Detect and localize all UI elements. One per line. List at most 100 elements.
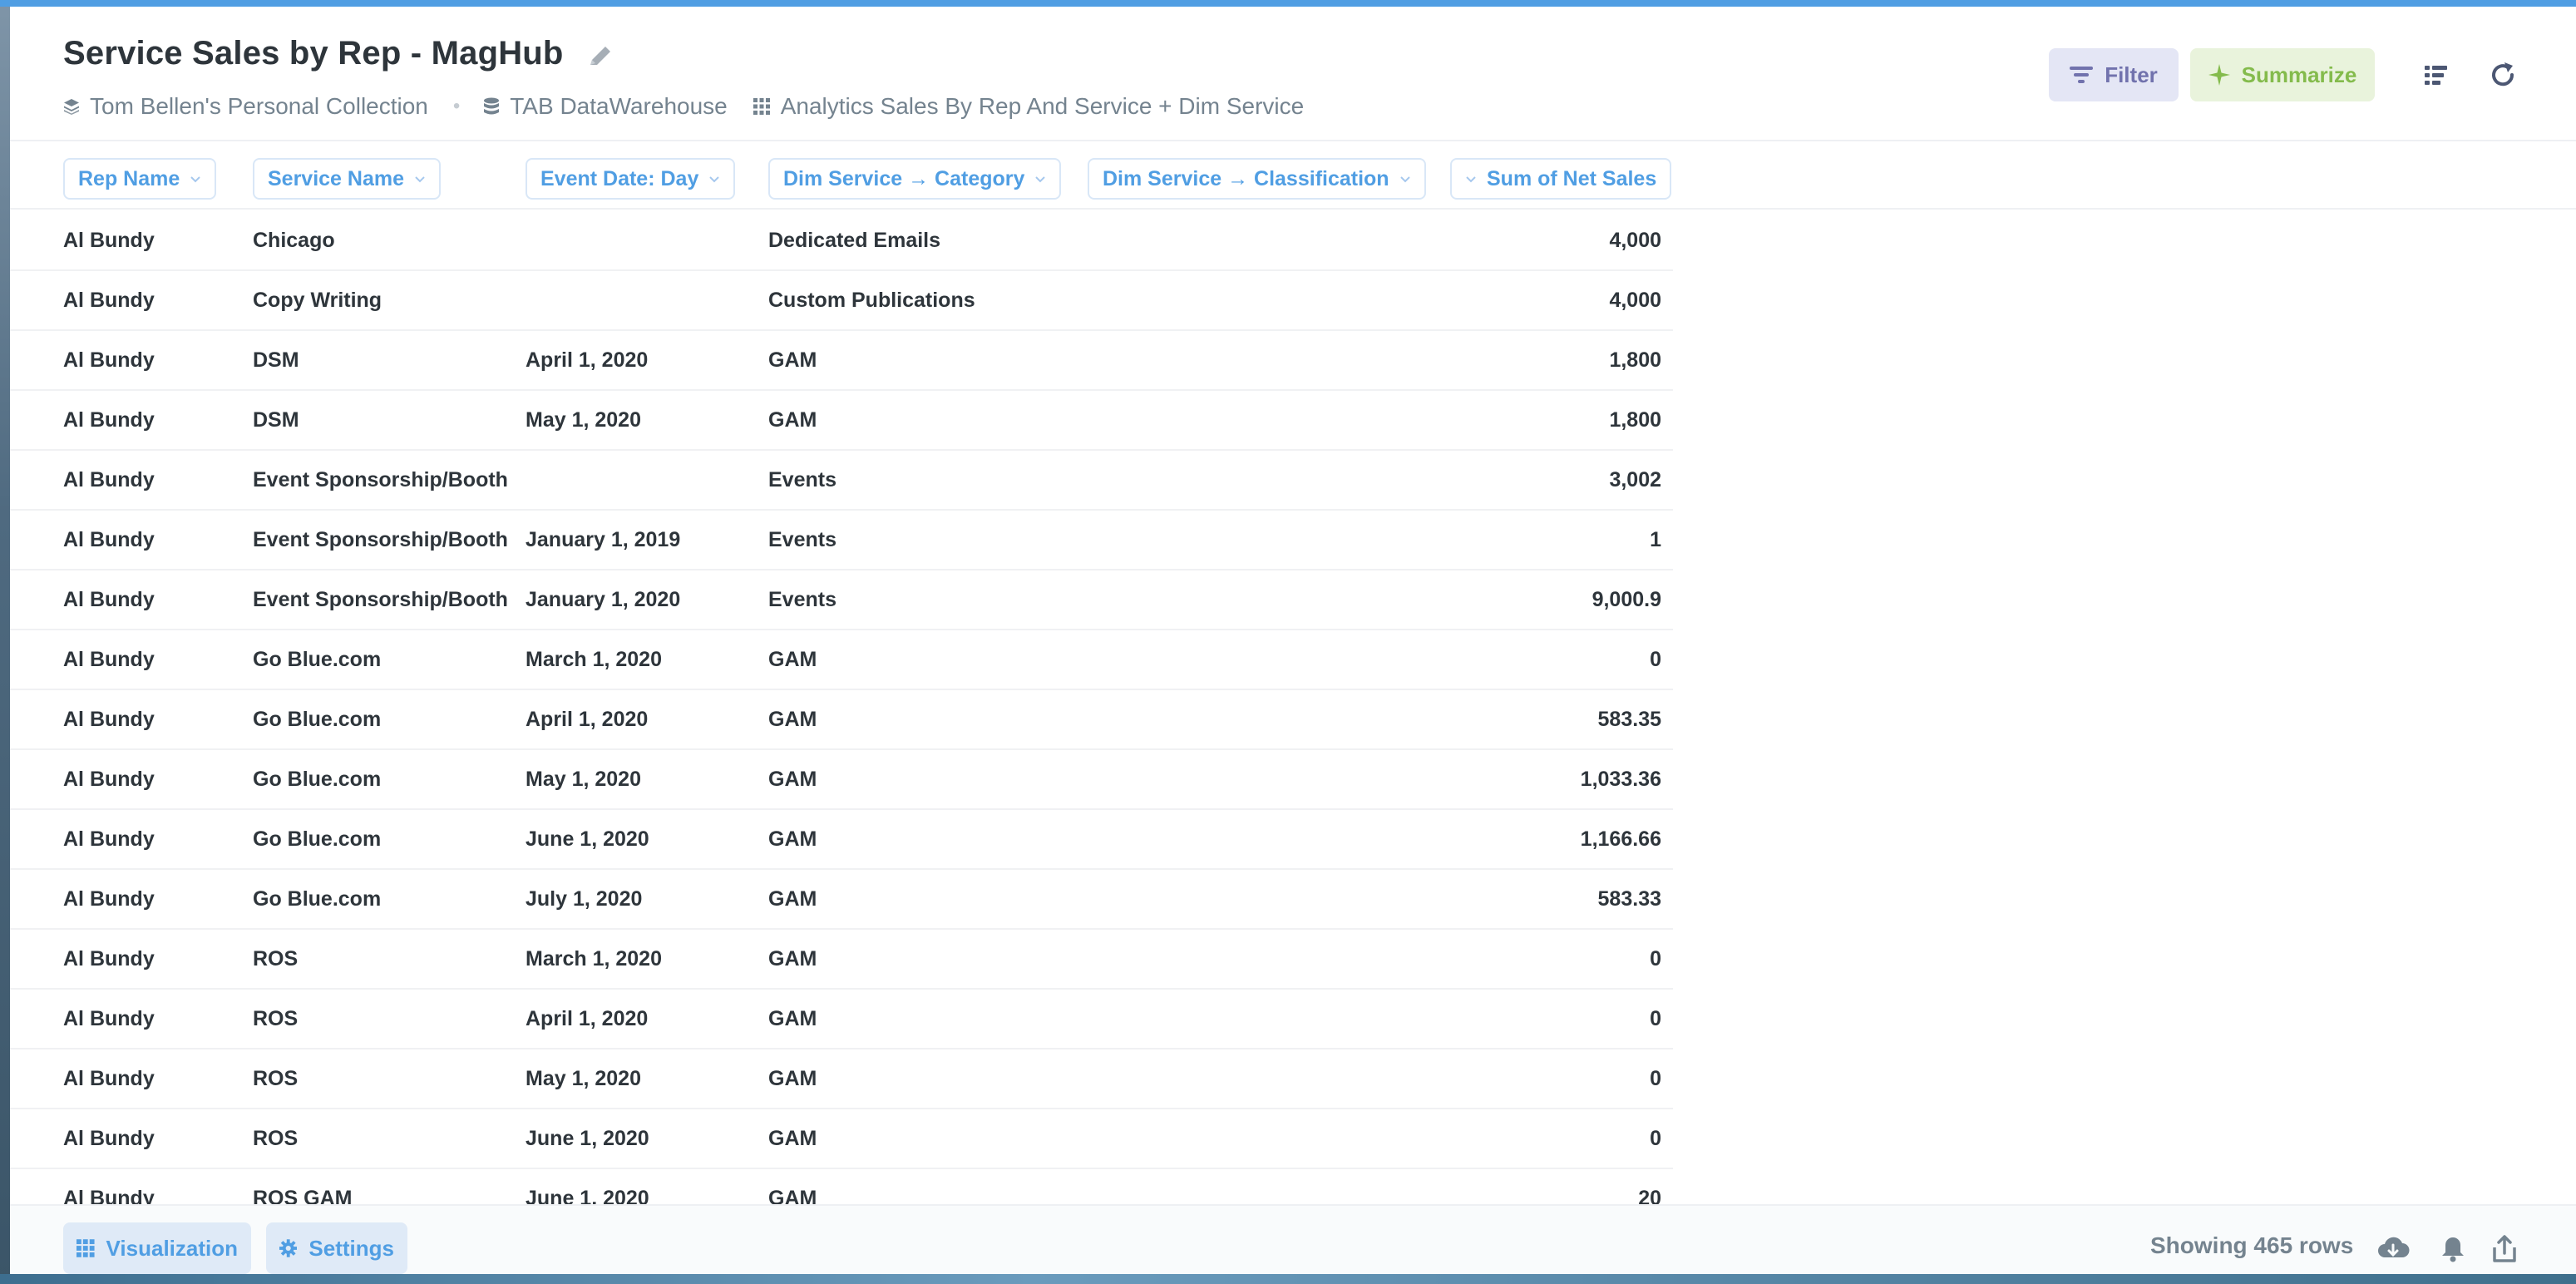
cell-service-name[interactable]: Event Sponsorship/Booth (253, 528, 508, 551)
cell-sum-net-sales[interactable]: 0 (1650, 648, 1661, 671)
cell-rep-name[interactable]: Al Bundy (63, 1007, 155, 1030)
bell-icon[interactable] (2436, 1232, 2470, 1266)
cell-rep-name[interactable]: Al Bundy (63, 408, 155, 432)
cell-rep-name[interactable]: Al Bundy (63, 528, 155, 551)
cell-rep-name[interactable]: Al Bundy (63, 588, 155, 611)
cell-category[interactable]: Events (768, 468, 836, 491)
cell-rep-name[interactable]: Al Bundy (63, 648, 155, 671)
cell-event-date[interactable]: April 1, 2020 (526, 708, 649, 731)
cell-category[interactable]: GAM (768, 708, 817, 731)
cell-sum-net-sales[interactable]: 583.35 (1597, 708, 1661, 731)
column-header-classification[interactable]: Dim Service → Classification (1088, 158, 1426, 200)
cell-category[interactable]: GAM (768, 1127, 817, 1150)
column-header-event-date[interactable]: Event Date: Day (526, 158, 736, 200)
breadcrumb-table[interactable]: Analytics Sales By Rep And Service + Dim… (753, 93, 1304, 120)
cell-event-date[interactable]: June 1, 2020 (526, 1127, 649, 1150)
cell-event-date[interactable]: January 1, 2019 (526, 528, 681, 551)
cell-service-name[interactable]: Go Blue.com (253, 708, 382, 731)
cell-service-name[interactable]: Go Blue.com (253, 827, 382, 851)
cell-service-name[interactable]: ROS (253, 1067, 299, 1090)
cell-sum-net-sales[interactable]: 1,166.66 (1580, 827, 1661, 851)
cell-sum-net-sales[interactable]: 1,800 (1609, 348, 1661, 372)
cell-event-date[interactable]: June 1, 2020 (526, 827, 649, 851)
breadcrumb-database[interactable]: TAB DataWarehouse (483, 93, 728, 120)
cell-event-date[interactable]: March 1, 2020 (526, 947, 662, 970)
column-header-rep-name[interactable]: Rep Name (63, 158, 217, 200)
cell-sum-net-sales[interactable]: 4,000 (1609, 229, 1661, 252)
cell-service-name[interactable]: ROS (253, 947, 299, 970)
cell-category[interactable]: GAM (768, 947, 817, 970)
cell-category[interactable]: GAM (768, 827, 817, 851)
cell-category[interactable]: GAM (768, 348, 817, 372)
cell-rep-name[interactable]: Al Bundy (63, 289, 155, 312)
cell-category[interactable]: GAM (768, 408, 817, 432)
filter-button[interactable]: Filter (2049, 48, 2179, 101)
column-header-sum-net-sales[interactable]: Sum of Net Sales (1450, 158, 1672, 200)
summarize-button[interactable]: Summarize (2190, 48, 2375, 101)
cell-sum-net-sales[interactable]: 1,800 (1609, 408, 1661, 432)
cell-rep-name[interactable]: Al Bundy (63, 887, 155, 911)
cell-service-name[interactable]: ROS (253, 1127, 299, 1150)
visualization-button[interactable]: Visualization (63, 1222, 251, 1274)
cell-sum-net-sales[interactable]: 0 (1650, 1007, 1661, 1030)
cell-event-date[interactable]: July 1, 2020 (526, 887, 643, 911)
cell-service-name[interactable]: Chicago (253, 229, 335, 252)
cell-category[interactable]: Dedicated Emails (768, 229, 941, 252)
notebook-icon[interactable] (2420, 58, 2453, 91)
cloud-download-icon[interactable] (2376, 1232, 2410, 1266)
cell-service-name[interactable]: Copy Writing (253, 289, 382, 312)
cell-sum-net-sales[interactable]: 1 (1650, 528, 1661, 551)
cell-event-date[interactable]: May 1, 2020 (526, 408, 641, 432)
pencil-icon[interactable] (584, 40, 617, 73)
settings-button[interactable]: Settings (266, 1222, 407, 1274)
settings-button-label: Settings (308, 1235, 394, 1261)
cell-sum-net-sales[interactable]: 0 (1650, 1067, 1661, 1090)
cell-sum-net-sales[interactable]: 3,002 (1609, 468, 1661, 491)
cell-rep-name[interactable]: Al Bundy (63, 827, 155, 851)
cell-sum-net-sales[interactable]: 583.33 (1597, 887, 1661, 911)
cell-service-name[interactable]: DSM (253, 348, 299, 372)
cell-category[interactable]: GAM (768, 887, 817, 911)
cell-rep-name[interactable]: Al Bundy (63, 708, 155, 731)
cell-service-name[interactable]: Go Blue.com (253, 648, 382, 671)
cell-rep-name[interactable]: Al Bundy (63, 768, 155, 791)
cell-rep-name[interactable]: Al Bundy (63, 468, 155, 491)
table-row: Al Bundy Event Sponsorship/Booth January 1… (10, 570, 1673, 630)
cell-event-date[interactable]: January 1, 2020 (526, 588, 681, 611)
refresh-icon[interactable] (2486, 58, 2519, 91)
cell-rep-name[interactable]: Al Bundy (63, 1127, 155, 1150)
cell-event-date[interactable]: May 1, 2020 (526, 768, 641, 791)
cell-category[interactable]: GAM (768, 768, 817, 791)
share-icon[interactable] (2488, 1232, 2521, 1266)
cell-sum-net-sales[interactable]: 0 (1650, 947, 1661, 970)
cell-service-name[interactable]: Event Sponsorship/Booth (253, 588, 508, 611)
cell-rep-name[interactable]: Al Bundy (63, 947, 155, 970)
cell-service-name[interactable]: DSM (253, 408, 299, 432)
cell-category[interactable]: Events (768, 588, 836, 611)
cell-category[interactable]: Events (768, 528, 836, 551)
cell-category[interactable]: GAM (768, 1067, 817, 1090)
cell-event-date[interactable]: March 1, 2020 (526, 648, 662, 671)
cell-rep-name[interactable]: Al Bundy (63, 229, 155, 252)
cell-sum-net-sales[interactable]: 1,033.36 (1580, 768, 1661, 791)
cell-event-date[interactable]: May 1, 2020 (526, 1067, 641, 1090)
cell-category[interactable]: GAM (768, 648, 817, 671)
cell-sum-net-sales[interactable]: 4,000 (1609, 289, 1661, 312)
breadcrumb-collection[interactable]: Tom Bellen's Personal Collection (63, 93, 428, 120)
view-footer: Visualization Settings Showing 465 r (10, 1204, 2576, 1274)
cell-event-date[interactable]: April 1, 2020 (526, 348, 649, 372)
column-header-service-name[interactable]: Service Name (253, 158, 442, 200)
cell-sum-net-sales[interactable]: 0 (1650, 1127, 1661, 1150)
cell-rep-name[interactable]: Al Bundy (63, 348, 155, 372)
cell-service-name[interactable]: Event Sponsorship/Booth (253, 468, 508, 491)
filter-button-label: Filter (2105, 62, 2158, 87)
cell-sum-net-sales[interactable]: 9,000.9 (1591, 588, 1661, 611)
cell-service-name[interactable]: Go Blue.com (253, 768, 382, 791)
cell-event-date[interactable]: April 1, 2020 (526, 1007, 649, 1030)
cell-category[interactable]: Custom Publications (768, 289, 975, 312)
column-header-category[interactable]: Dim Service → Category (768, 158, 1062, 200)
cell-service-name[interactable]: Go Blue.com (253, 887, 382, 911)
cell-service-name[interactable]: ROS (253, 1007, 299, 1030)
cell-rep-name[interactable]: Al Bundy (63, 1067, 155, 1090)
cell-category[interactable]: GAM (768, 1007, 817, 1030)
